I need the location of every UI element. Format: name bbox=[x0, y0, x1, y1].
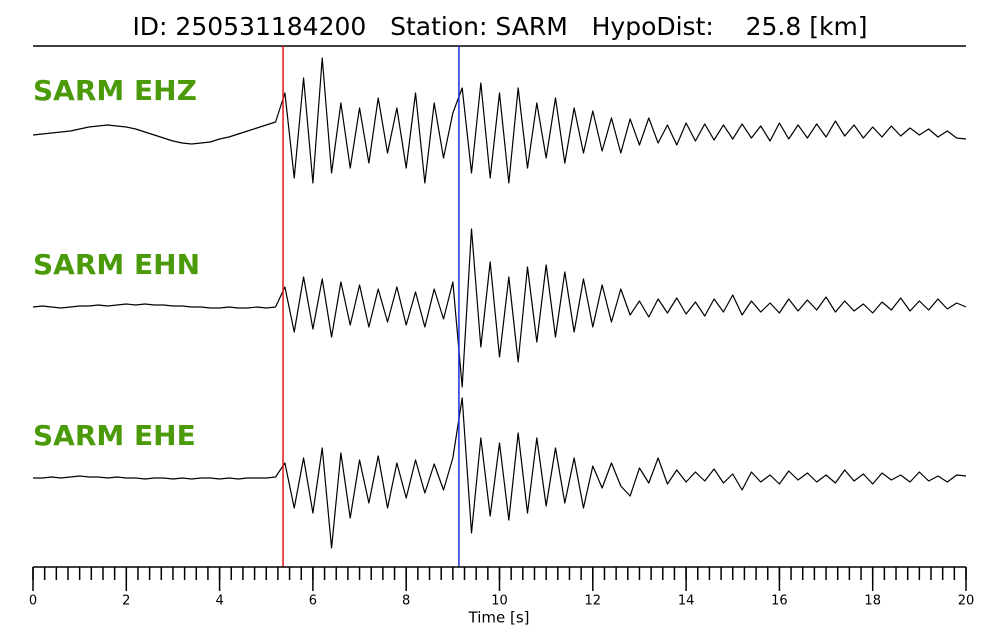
x-tick-label: 12 bbox=[585, 594, 602, 609]
x-tick-label: 2 bbox=[122, 594, 130, 609]
x-tick-label: 6 bbox=[309, 594, 317, 609]
waveform bbox=[32, 228, 967, 388]
trace-label: SARM EHZ bbox=[33, 74, 197, 107]
x-tick-label: 20 bbox=[958, 594, 975, 609]
waveform bbox=[32, 57, 967, 184]
trace-label: SARM EHN bbox=[33, 248, 200, 281]
x-tick-label: 0 bbox=[29, 594, 37, 609]
x-tick-label: 10 bbox=[491, 594, 508, 609]
waveform bbox=[33, 397, 967, 549]
trace-label: SARM EHE bbox=[33, 419, 196, 452]
x-tick-label: 14 bbox=[678, 594, 695, 609]
x-tick-label: 4 bbox=[215, 594, 223, 609]
x-tick-label: 16 bbox=[771, 594, 788, 609]
x-tick-label: 18 bbox=[864, 594, 881, 609]
chart-title: ID: 250531184200 Station: SARM HypoDist:… bbox=[132, 12, 867, 41]
x-axis-label: Time [s] bbox=[468, 609, 530, 627]
x-tick-label: 8 bbox=[402, 594, 410, 609]
